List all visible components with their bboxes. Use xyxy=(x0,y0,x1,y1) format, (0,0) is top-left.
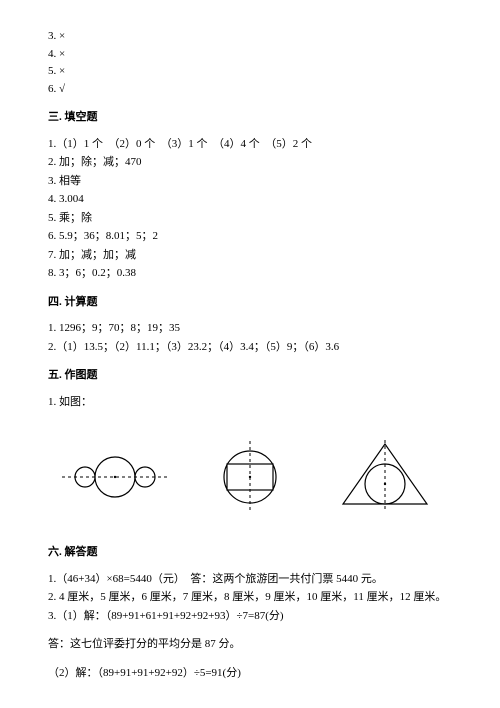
s6-a3a: 3.（1）解：（89+91+61+91+92+92+93）÷7=87(分) xyxy=(48,608,452,625)
figure-3 xyxy=(317,438,452,516)
figures-row xyxy=(48,438,452,516)
s3-a7: 7. 加；减；加；减 xyxy=(48,247,452,264)
section-4-title: 四. 计算题 xyxy=(48,294,452,311)
figure-1 xyxy=(48,447,183,507)
s3-a5: 5. 乘；除 xyxy=(48,210,452,227)
figure-2 xyxy=(183,438,318,516)
tf-3: 3. × xyxy=(48,28,452,45)
s4-a2: 2.（1）13.5；（2）11.1；（3）23.2；（4）3.4；（5）9；（6… xyxy=(48,339,452,356)
s3-a8: 8. 3；6；0.2；0.38 xyxy=(48,265,452,282)
s4-a1: 1. 1296；9；70；8；19；35 xyxy=(48,320,452,337)
s5-a1: 1. 如图： xyxy=(48,394,452,411)
tf-5: 5. × xyxy=(48,63,452,80)
s3-a1: 1.（1）1 个 （2）0 个 （3）1 个 （4）4 个 （5）2 个 xyxy=(48,136,452,153)
tf-6: 6. √ xyxy=(48,81,452,98)
s3-a2: 2. 加；除；减；470 xyxy=(48,154,452,171)
s3-a6: 6. 5.9；36；8.01；5；2 xyxy=(48,228,452,245)
section-5-title: 五. 作图题 xyxy=(48,367,452,384)
tf-4: 4. × xyxy=(48,46,452,63)
s6-a3b: 答：这七位评委打分的平均分是 87 分。 xyxy=(48,636,452,653)
s3-a4: 4. 3.004 xyxy=(48,191,452,208)
section-6-title: 六. 解答题 xyxy=(48,544,452,561)
s6-a1: 1.（46+34）×68=5440（元） 答：这两个旅游团一共付门票 5440 … xyxy=(48,571,452,588)
s6-a2: 2. 4 厘米，5 厘米，6 厘米，7 厘米，8 厘米，9 厘米，10 厘米，1… xyxy=(48,589,452,606)
section-3-title: 三. 填空题 xyxy=(48,109,452,126)
s3-a3: 3. 相等 xyxy=(48,173,452,190)
s6-a3c: （2）解：（89+91+91+92+92）÷5=91(分) xyxy=(48,665,452,682)
